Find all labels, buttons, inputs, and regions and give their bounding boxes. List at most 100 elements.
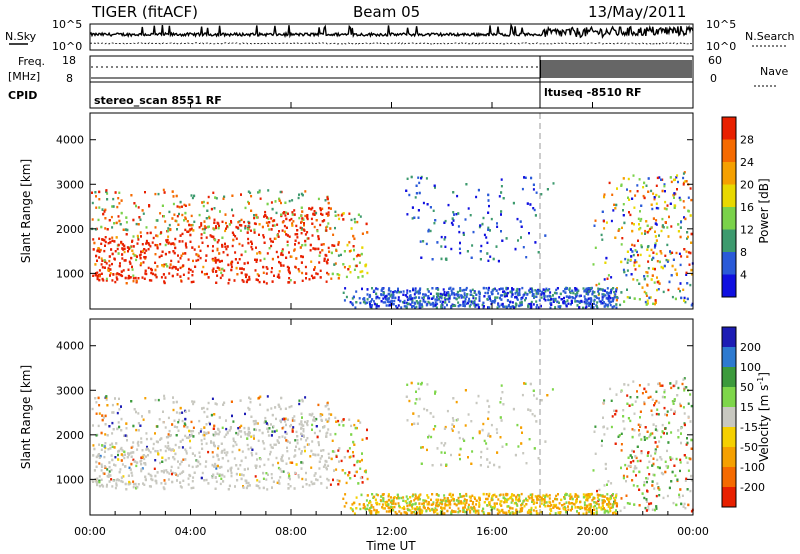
range-gate-cell	[580, 299, 583, 303]
range-gate-cell	[459, 510, 462, 513]
range-gate-cell	[214, 256, 217, 260]
range-gate-cell	[563, 502, 566, 506]
range-gate-cell	[470, 420, 473, 423]
range-gate-cell	[478, 291, 481, 294]
range-gate-cell	[121, 247, 124, 250]
range-gate-cell	[320, 212, 322, 216]
range-gate-cell	[317, 235, 320, 238]
range-gate-cell	[122, 475, 125, 478]
range-gate-cell	[346, 243, 349, 247]
range-gate-cell	[498, 195, 501, 198]
range-gate-cell	[459, 493, 461, 496]
range-gate-cell	[103, 259, 106, 262]
colorbar-segment	[722, 139, 736, 163]
range-gate-cell	[327, 211, 330, 214]
range-gate-cell	[520, 225, 523, 228]
range-gate-cell	[455, 419, 458, 422]
range-gate-cell	[315, 219, 318, 222]
range-gate-cell	[430, 297, 433, 300]
range-gate-cell	[100, 225, 103, 229]
range-gate-cell	[300, 220, 303, 223]
range-gate-cell	[141, 243, 144, 246]
nsky-label: N.Sky	[5, 30, 37, 43]
range-gate-cell	[108, 470, 111, 473]
range-gate-cell	[411, 297, 414, 300]
range-gate-cell	[140, 250, 142, 253]
range-gate-cell	[127, 274, 130, 278]
range-gate-cell	[587, 287, 590, 290]
range-gate-cell	[638, 298, 641, 301]
range-gate-cell	[113, 222, 116, 225]
range-gate-cell	[597, 503, 600, 506]
range-gate-cell	[280, 253, 283, 256]
range-gate-cell	[247, 241, 250, 245]
range-gate-cell	[423, 407, 426, 411]
range-gate-cell	[690, 404, 693, 408]
noise-strip-frame	[89, 23, 694, 51]
range-gate-cell	[663, 264, 666, 268]
range-gate-cell	[576, 300, 579, 303]
range-gate-cell	[471, 494, 474, 497]
range-gate-cell	[589, 300, 592, 303]
range-gate-cell	[291, 199, 294, 202]
range-gate-cell	[225, 247, 228, 251]
range-gate-cell	[131, 240, 133, 243]
range-gate-cell	[656, 176, 659, 180]
range-gate-cell	[301, 434, 304, 437]
range-gate-cell	[583, 300, 586, 304]
range-gate-cell	[279, 407, 282, 411]
range-gate-cell	[266, 202, 269, 206]
range-gate-cell	[414, 493, 417, 496]
range-gate-cell	[482, 216, 485, 220]
range-gate-cell	[593, 291, 596, 294]
range-gate-cell	[441, 506, 444, 510]
range-gate-cell	[304, 420, 306, 424]
range-gate-cell	[439, 292, 442, 296]
range-gate-cell	[683, 412, 686, 415]
range-gate-cell	[448, 506, 451, 509]
range-gate-cell	[475, 401, 478, 405]
range-gate-cell	[364, 264, 367, 268]
range-gate-cell	[111, 236, 114, 239]
range-gate-cell	[611, 305, 614, 309]
range-gate-cell	[287, 281, 290, 284]
range-gate-cell	[655, 239, 658, 242]
range-gate-cell	[465, 286, 468, 290]
range-gate-cell	[285, 226, 288, 229]
range-gate-cell	[416, 302, 419, 305]
range-gate-cell	[543, 297, 546, 301]
range-gate-cell	[610, 276, 613, 279]
range-gate-cell	[471, 288, 474, 291]
range-gate-cell	[584, 306, 587, 310]
range-gate-cell	[295, 224, 298, 228]
range-gate-cell	[271, 224, 274, 227]
range-gate-cell	[116, 272, 119, 275]
range-gate-cell	[296, 233, 299, 236]
range-gate-cell	[225, 221, 227, 225]
range-gate-cell	[105, 189, 108, 192]
range-gate-cell	[293, 213, 296, 216]
range-gate-cell	[568, 494, 571, 497]
range-gate-cell	[218, 267, 221, 270]
range-gate-cell	[228, 278, 231, 282]
range-gate-cell	[620, 184, 623, 187]
range-gate-cell	[244, 225, 247, 228]
range-gate-cell	[143, 248, 146, 251]
range-gate-cell	[428, 297, 431, 300]
range-gate-cell	[671, 457, 674, 460]
range-gate-cell	[389, 290, 392, 293]
range-gate-cell	[100, 272, 103, 275]
range-gate-cell	[444, 245, 447, 248]
range-gate-cell	[336, 273, 339, 276]
range-gate-cell	[111, 442, 114, 445]
range-gate-cell	[142, 212, 145, 215]
range-gate-cell	[628, 198, 631, 201]
range-gate-cell	[317, 403, 320, 407]
range-gate-cell	[554, 306, 557, 309]
range-gate-cell	[164, 276, 167, 279]
range-gate-cell	[535, 295, 538, 298]
range-gate-cell	[650, 203, 653, 206]
range-gate-cell	[120, 211, 123, 215]
range-gate-cell	[629, 464, 632, 468]
range-gate-cell	[655, 202, 658, 205]
